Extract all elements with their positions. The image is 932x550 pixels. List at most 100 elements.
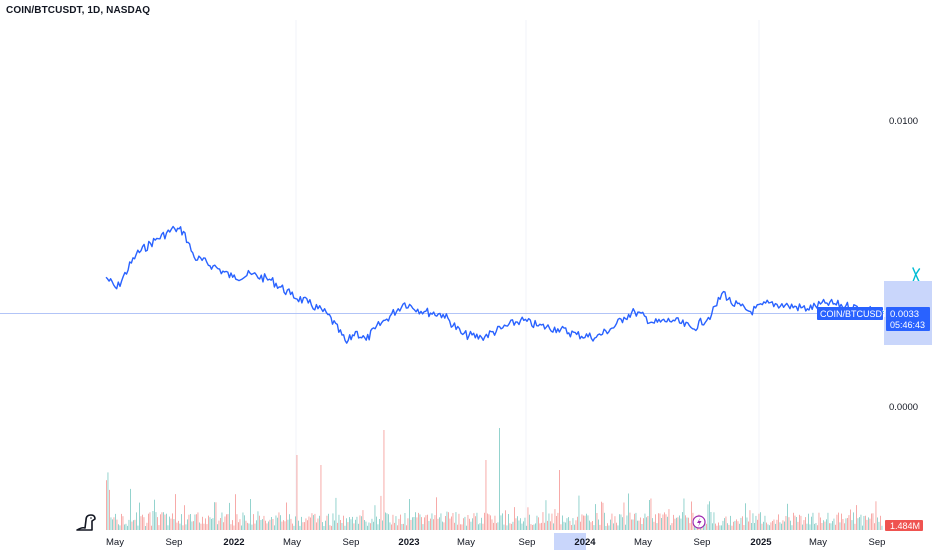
volume-bar [424, 517, 425, 530]
volume-bar [754, 523, 755, 530]
volume-bar [479, 523, 481, 530]
volume-bar [356, 516, 358, 530]
volume-bar [475, 516, 476, 530]
volume-bar [326, 515, 328, 530]
volume-bar [266, 523, 268, 530]
volume-bar [121, 513, 122, 530]
volume-bar [190, 514, 191, 530]
volume-bar [406, 525, 407, 530]
volume-bar [323, 526, 325, 530]
volume-bar [823, 520, 824, 530]
volume-bar [503, 524, 505, 530]
volume-bar [611, 513, 613, 530]
volume-bar [748, 521, 749, 530]
volume-bar [286, 502, 287, 530]
volume-bar [164, 514, 166, 530]
volume-bar [251, 524, 253, 530]
volume-badge: 1.484M [885, 520, 923, 531]
volume-bar [223, 522, 224, 530]
volume-bar [172, 513, 173, 530]
volume-bar [728, 524, 730, 530]
volume-bar [647, 516, 649, 530]
volume-bar [437, 518, 439, 530]
volume-bar [439, 517, 440, 530]
volume-bar [373, 521, 374, 530]
volume-bar [875, 501, 877, 530]
volume-bar [860, 514, 862, 530]
volume-bar [514, 507, 515, 530]
volume-bar [835, 524, 836, 530]
volume-bar [109, 489, 110, 530]
volume-bar [259, 515, 260, 530]
volume-bar [521, 523, 523, 530]
volume-bar [638, 520, 640, 530]
volume-bar [556, 516, 557, 530]
volume-bar [140, 516, 142, 530]
time-axis: May Sep 2022 May Sep 2023 May Sep 2024 May Sep 2025… [106, 537, 885, 548]
volume-bar [733, 521, 734, 530]
volume-bar [118, 524, 119, 530]
volume-bar [202, 516, 203, 530]
volume-bar [830, 523, 832, 530]
volume-bar [470, 521, 472, 530]
volume-bar [296, 455, 298, 530]
volume-bar [380, 495, 382, 530]
x-tick-label: 2023 [398, 537, 419, 548]
volume-bar [208, 515, 209, 530]
volume-bar [268, 521, 269, 530]
volume-bar [346, 518, 347, 530]
volume-bar [502, 513, 503, 530]
volume-bar [631, 519, 632, 530]
volume-bar [770, 522, 772, 530]
volume-bar [640, 517, 641, 530]
volume-bar [571, 525, 572, 530]
volume-bar [113, 517, 115, 530]
volume-bar [232, 520, 233, 530]
volume-bar [482, 523, 484, 530]
volume-bar [820, 517, 821, 530]
volume-bar [218, 520, 220, 530]
volume-bar [781, 523, 782, 530]
volume-bar [670, 525, 671, 530]
volume-bar [247, 522, 248, 530]
volume-bar [764, 515, 766, 530]
volume-bar [826, 519, 827, 530]
volume-bar [794, 515, 796, 530]
volume-bar [358, 523, 359, 530]
volume-bars [106, 428, 883, 530]
volume-bar [554, 509, 556, 530]
volume-bar [205, 518, 206, 530]
volume-bar [449, 518, 451, 530]
volume-bar [779, 522, 781, 530]
volume-bar [776, 519, 778, 530]
volume-bar [527, 507, 529, 530]
volume-bar [566, 518, 568, 530]
volume-bar [269, 519, 271, 530]
volume-bar [224, 516, 226, 530]
volume-bar [662, 514, 664, 530]
x-tick-label: Sep [166, 537, 183, 548]
lightning-icon[interactable] [692, 515, 706, 529]
volume-bar [244, 515, 245, 530]
volume-bar [484, 512, 485, 530]
volume-bar [454, 522, 455, 530]
x-tick-label: 2025 [750, 537, 772, 548]
volume-bar [230, 524, 232, 530]
volume-bar [289, 514, 290, 530]
volume-bar [805, 517, 806, 530]
volume-bar [725, 516, 727, 530]
volume-bar [151, 525, 152, 530]
volume-bar [143, 517, 145, 530]
volume-bar [842, 519, 844, 530]
vertical-grid [295, 20, 760, 530]
volume-bar [832, 521, 833, 530]
volume-bar [844, 523, 845, 530]
volume-bar [736, 519, 737, 530]
volume-bar [644, 513, 646, 530]
volume-bar [221, 512, 223, 530]
volume-bar [707, 504, 709, 530]
volume-bar [443, 522, 445, 530]
volume-bar [308, 516, 310, 530]
volume-bar [778, 514, 779, 530]
